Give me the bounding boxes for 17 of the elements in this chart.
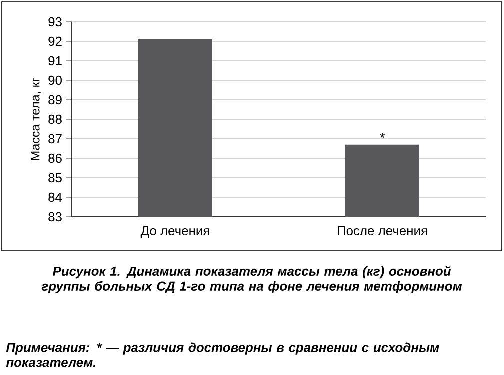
y-tick-label: 90 [48, 76, 62, 86]
text: Рисунок 1. Динамика показателя массы тела (кг) основной группы больных СД 1-го типа на фоне лечения метформином [42, 266, 462, 294]
y-tick-label: 86 [48, 154, 62, 164]
y-tick-label: 83 [48, 212, 62, 222]
y-tick-label: 84 [48, 192, 62, 202]
y-tick-label: 92 [48, 36, 62, 46]
y-tick-label: 89 [48, 95, 62, 105]
text: Примечания: * — различия достоверны в сравнении с исходным показателем. [6, 342, 440, 368]
y-tick-label: 88 [48, 114, 62, 124]
y-axis-title: Масса тела, кг [31, 78, 42, 160]
x-tick-label: После лечения [338, 226, 428, 236]
y-tick-label: 85 [48, 173, 62, 183]
y-tick-label: 87 [48, 134, 62, 144]
annotation: * [380, 133, 386, 138]
y-tick-label: 91 [48, 56, 62, 66]
x-tick-label: До лечения [140, 226, 210, 238]
y-tick-label: 93 [48, 17, 62, 27]
